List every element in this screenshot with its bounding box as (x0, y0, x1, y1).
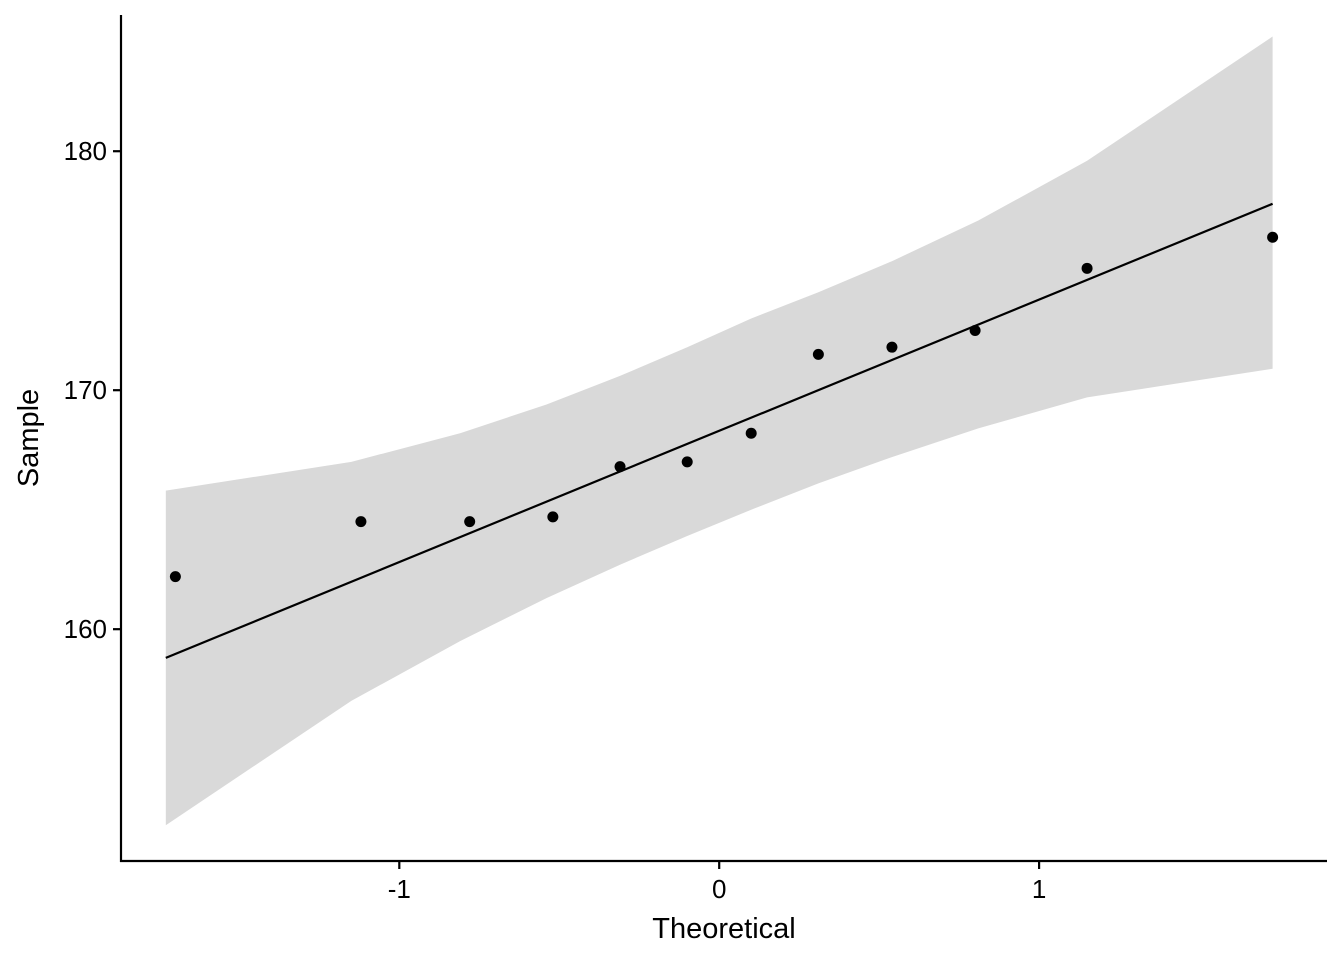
y-tick-label: 180 (64, 136, 107, 166)
y-tick-label: 170 (64, 375, 107, 405)
sample-point (1081, 262, 1093, 274)
y-axis-title: Sample (13, 389, 45, 487)
x-axis-title: Theoretical (652, 913, 795, 945)
sample-points-layer (169, 231, 1279, 583)
y-tick-label: 160 (64, 614, 107, 644)
x-tick-label: 1 (1032, 874, 1046, 904)
sample-point (464, 516, 476, 528)
sample-point (745, 427, 757, 439)
sample-point (169, 571, 181, 583)
sample-point (812, 348, 824, 360)
sample-point (1267, 231, 1279, 243)
sample-point (969, 324, 981, 336)
tick-labels: -1 0 1 160 170 180 (64, 136, 1047, 904)
sample-point (614, 461, 626, 473)
reference-line (165, 202, 1274, 659)
sample-point (681, 456, 693, 468)
sample-point (547, 511, 559, 523)
x-tick-label: 0 (712, 874, 726, 904)
sample-point (355, 516, 367, 528)
reference-line-layer (165, 202, 1274, 659)
sample-point (886, 341, 898, 353)
axes (113, 15, 1327, 869)
x-tick-label: -1 (388, 874, 411, 904)
